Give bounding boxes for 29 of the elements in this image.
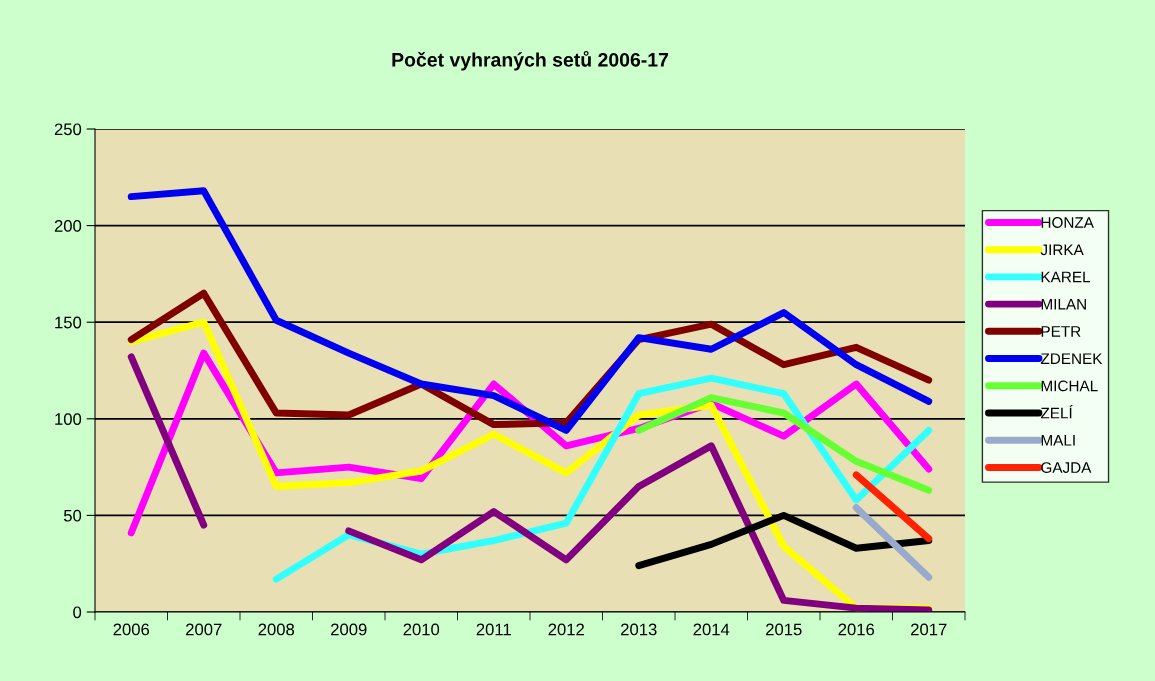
chart-title: Počet vyhraných setů 2006-17 bbox=[392, 50, 669, 71]
legend-label: MALI bbox=[1041, 435, 1075, 446]
x-tick-label: 2010 bbox=[403, 623, 440, 636]
legend-label: KAREL bbox=[1041, 271, 1091, 283]
legend-label: ZDENEK bbox=[1040, 353, 1103, 364]
legend-label: MICHAL bbox=[1041, 380, 1098, 392]
legend-label: MILAN bbox=[1041, 298, 1086, 310]
x-tick-label: 2013 bbox=[621, 623, 657, 636]
y-tick-label: 50 bbox=[63, 509, 82, 522]
x-tick-label: 2008 bbox=[258, 623, 295, 636]
y-tick-label: 0 bbox=[73, 606, 82, 619]
x-tick-label: 2014 bbox=[693, 623, 730, 636]
y-tick-label: 200 bbox=[54, 220, 82, 232]
legend-label: ZELÍ bbox=[1040, 405, 1073, 419]
y-tick-label: 100 bbox=[55, 413, 82, 425]
legend-label: JIRKA bbox=[1040, 244, 1084, 256]
x-tick-label: 2007 bbox=[186, 623, 222, 636]
x-tick-label: 2017 bbox=[911, 623, 947, 636]
x-tick-label: 2016 bbox=[838, 623, 875, 636]
legend-label: GAJDA bbox=[1041, 462, 1092, 473]
y-tick-label: 250 bbox=[54, 123, 82, 136]
x-tick-label: 2009 bbox=[331, 623, 367, 636]
x-tick-label: 2015 bbox=[766, 623, 802, 636]
x-tick-label: 2011 bbox=[476, 623, 511, 636]
legend-label: PETR bbox=[1041, 326, 1081, 337]
y-tick-label: 150 bbox=[55, 316, 82, 329]
x-tick-label: 2012 bbox=[548, 623, 584, 636]
x-tick-label: 2006 bbox=[113, 623, 150, 636]
legend-label: HONZA bbox=[1041, 217, 1094, 228]
